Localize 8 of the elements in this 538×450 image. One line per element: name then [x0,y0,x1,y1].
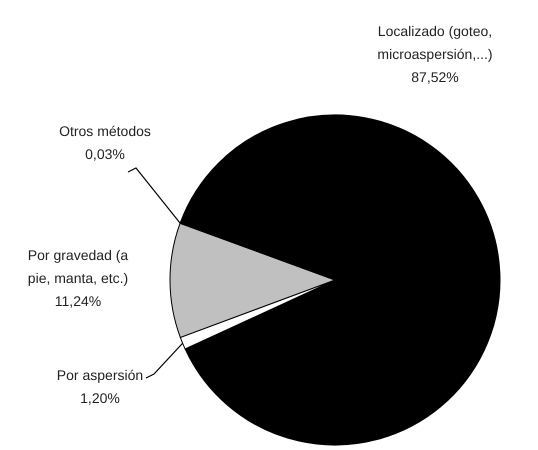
data-label: 0,03% [85,146,125,162]
slice-label: Por gravedad (a pie, manta, etc.) [28,247,128,286]
slice-label: Localizado (goteo, microaspersión,...) [377,23,493,62]
slice-label: Por aspersión [56,367,144,383]
data-label: 11,24% [54,292,102,309]
data-label: 87,52% [411,68,459,85]
slice-label: Otros métodos [59,123,151,139]
data-label: 1,20% [80,390,120,406]
